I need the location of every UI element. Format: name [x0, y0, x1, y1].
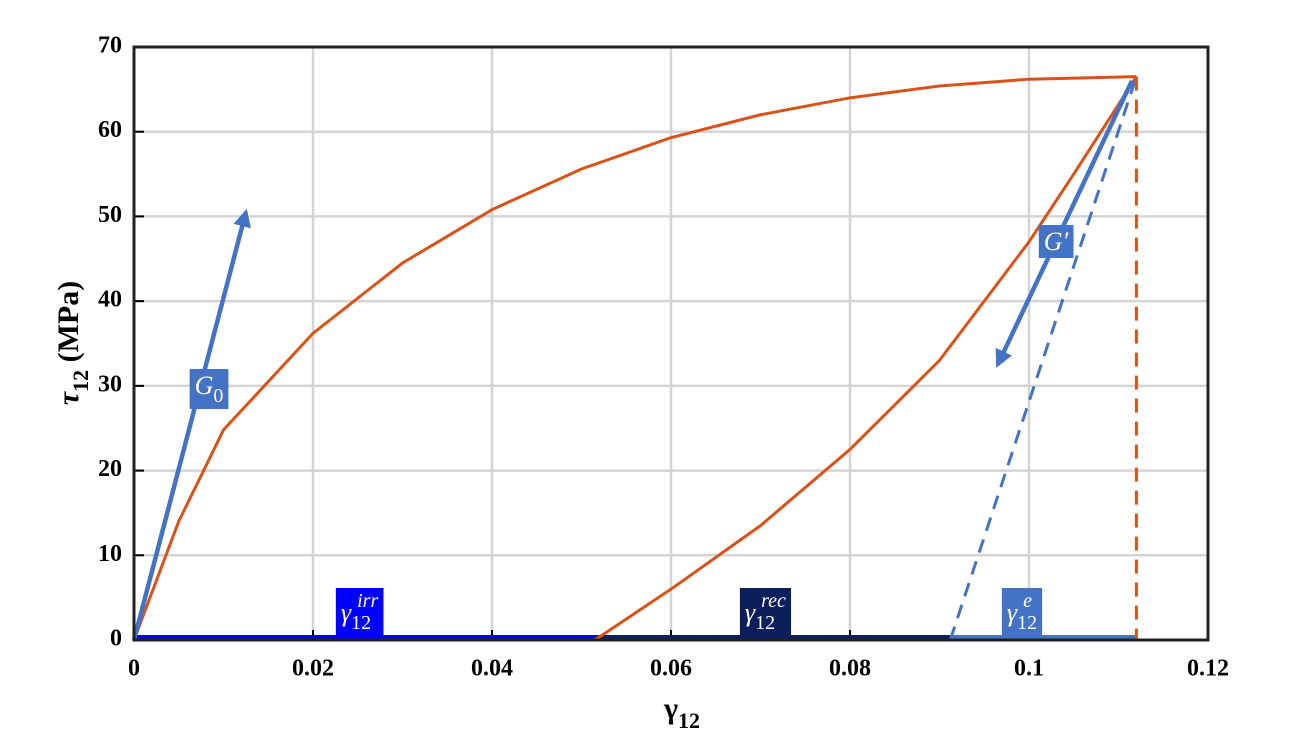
- curve: [948, 76, 1138, 641]
- annotation-box: [189, 369, 229, 409]
- annotation-base: γ: [341, 598, 352, 627]
- y-axis-label: τ12 (MPa): [52, 281, 93, 405]
- x-tick-label: 0.04: [471, 656, 513, 682]
- x-tick-label: 0: [128, 656, 140, 682]
- strain-band: [134, 635, 595, 641]
- annotation-sup: irr: [357, 590, 378, 612]
- annotation-box: [739, 588, 792, 636]
- x-tick-label: 0.02: [292, 656, 334, 682]
- x-axis-label: γ12: [663, 692, 700, 733]
- x-tick-label: 0.1: [1014, 656, 1044, 682]
- annotation-sub: 0: [213, 385, 223, 407]
- curve: [132, 75, 1137, 641]
- y-label-base: τ: [52, 390, 85, 405]
- annotation-base: G: [195, 371, 214, 400]
- annotation-base: γ: [1007, 598, 1018, 627]
- y-tick-label: 0: [110, 626, 122, 652]
- annotation: G′: [1038, 225, 1074, 258]
- annotation-sub: 12: [755, 612, 775, 634]
- y-tick-label: 40: [98, 287, 122, 313]
- slope-arrow: [131, 208, 251, 641]
- y-tick-label: 70: [98, 33, 122, 59]
- annotation-sub: 12: [351, 612, 371, 634]
- y-tick-label: 60: [98, 117, 122, 143]
- y-tick-label: 10: [98, 541, 122, 567]
- annotation-text: G′: [1044, 227, 1069, 256]
- annotation-sup: e: [1023, 590, 1032, 612]
- annotation-sup: rec: [761, 590, 786, 612]
- curve: [594, 75, 1138, 642]
- annotation: γ12e: [1001, 588, 1043, 636]
- x-label-sub: 12: [678, 708, 700, 733]
- annotation-box: [335, 588, 384, 636]
- y-label-rest: (MPa): [52, 281, 85, 370]
- annotation-text: γ12e: [1007, 590, 1037, 634]
- annotation-text: γ12irr: [341, 590, 379, 634]
- annotation-text: G0: [195, 371, 224, 407]
- x-tick-label: 0.08: [829, 656, 871, 682]
- x-tick-label: 0.06: [650, 656, 692, 682]
- slope-arrow: [995, 79, 1134, 368]
- y-tick-label: 20: [98, 456, 122, 482]
- x-label-base: γ: [663, 692, 678, 725]
- annotation: γ12irr: [335, 588, 384, 636]
- strain-band: [594, 635, 951, 641]
- annotation-text: γ12rec: [745, 590, 786, 634]
- y-tick-label: 50: [98, 202, 122, 228]
- annotation-box: [1038, 225, 1074, 258]
- x-tick-label: 0.12: [1187, 656, 1229, 682]
- annotation-box: [1001, 588, 1043, 636]
- annotation: G0: [189, 369, 229, 409]
- annotation-sub: 12: [1017, 612, 1037, 634]
- y-tick-label: 30: [98, 371, 122, 397]
- annotation: γ12rec: [739, 588, 792, 636]
- y-label-sub: 12: [68, 370, 93, 392]
- annotation-base: G′: [1044, 227, 1069, 256]
- strain-band: [950, 635, 1137, 641]
- annotation-base: γ: [745, 598, 756, 627]
- plot-frame: [132, 45, 1210, 642]
